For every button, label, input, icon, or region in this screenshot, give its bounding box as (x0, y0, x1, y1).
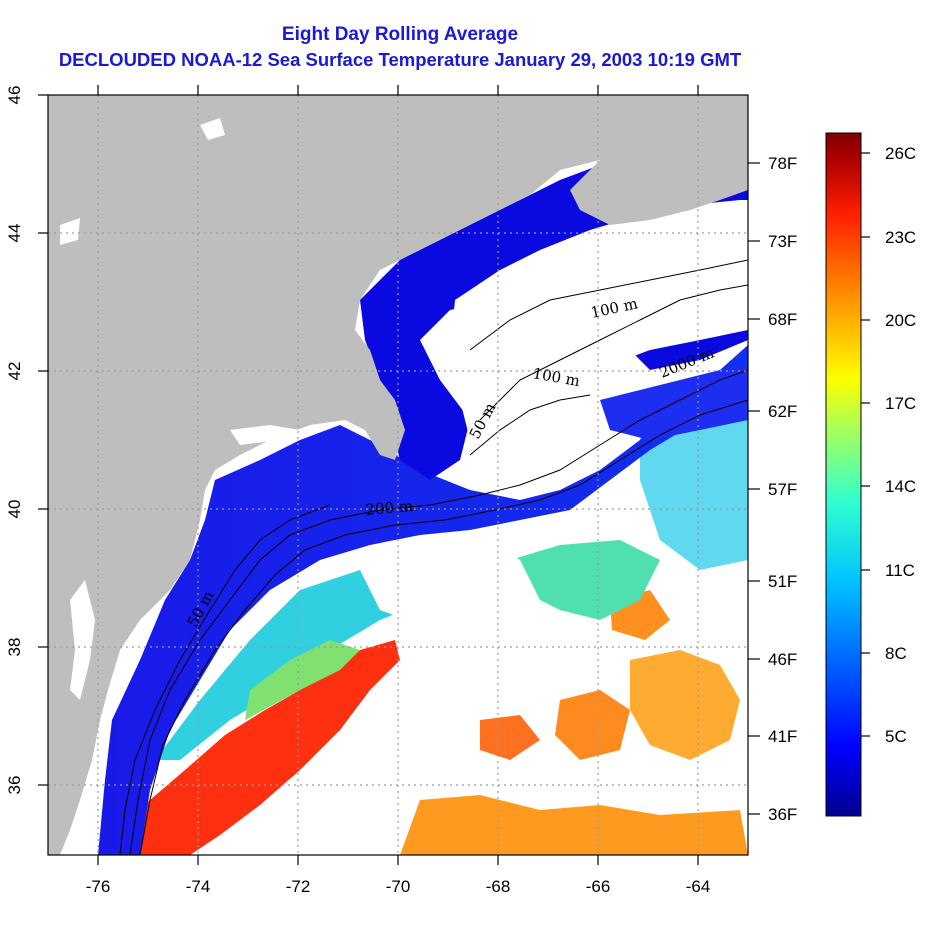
fahrenheit-label: 73F (768, 232, 797, 251)
colorbar-ticks (861, 152, 870, 737)
fahrenheit-label: 57F (768, 480, 797, 499)
colorbar-label: 26C (885, 144, 916, 163)
cloud-gulf-of-maine (450, 200, 748, 460)
bathymetry-contours (119, 259, 748, 855)
cold-shelf-water (98, 345, 748, 855)
lat-tick-label: 42 (5, 362, 24, 381)
colorbar-label: 8C (885, 644, 907, 663)
lat-tick-label: 46 (5, 86, 24, 105)
fahrenheit-label: 46F (768, 650, 797, 669)
colorbar-label: 5C (885, 727, 907, 746)
colorbar-label: 20C (885, 311, 916, 330)
cloud-offshore (360, 540, 540, 640)
land-nova-scotia (570, 140, 748, 225)
fahrenheit-ticks (748, 162, 760, 815)
warm-water-orange-patches (400, 795, 748, 855)
colorbar-label: 23C (885, 228, 916, 247)
title-line-2: DECLOUDED NOAA-12 Sea Surface Temperatur… (58, 49, 742, 70)
title-line-1: Eight Day Rolling Average (281, 24, 519, 45)
chesapeake-bay (70, 580, 95, 700)
lat-ticks (38, 94, 48, 786)
lat-tick-label: 40 (5, 500, 24, 519)
colorbar-label: 14C (885, 477, 916, 496)
fahrenheit-label: 78F (768, 154, 797, 173)
graticule-grid (48, 95, 748, 855)
land-north-america (48, 95, 748, 855)
lat-tick-label: 38 (5, 638, 24, 657)
lon-ticks (97, 85, 699, 865)
long-island-sound (230, 425, 300, 445)
fahrenheit-label: 68F (768, 310, 797, 329)
colorbar (825, 132, 862, 817)
fahrenheit-label: 62F (768, 402, 797, 421)
map-panel: 100 m 100 m 2000 m 50 m 200 m 50 m (48, 95, 748, 855)
colorbar-label: 11C (885, 561, 915, 580)
lat-tick-label: 44 (5, 224, 24, 243)
lon-tick-label: -70 (386, 877, 411, 896)
lon-tick-label: -66 (586, 877, 611, 896)
lon-tick-label: -74 (186, 877, 211, 896)
contour-label-200m: 200 m (365, 497, 414, 519)
warm-water-gulf-stream (100, 640, 400, 855)
lon-tick-label: -72 (286, 877, 311, 896)
fahrenheit-label: 41F (768, 727, 797, 746)
lon-tick-label: -64 (686, 877, 711, 896)
colorbar-label: 17C (885, 394, 916, 413)
lat-tick-label: 36 (5, 776, 24, 795)
fahrenheit-label: 51F (768, 572, 797, 591)
lon-tick-label: -68 (486, 877, 511, 896)
lon-tick-label: -76 (86, 877, 111, 896)
fahrenheit-label: 36F (768, 805, 797, 824)
